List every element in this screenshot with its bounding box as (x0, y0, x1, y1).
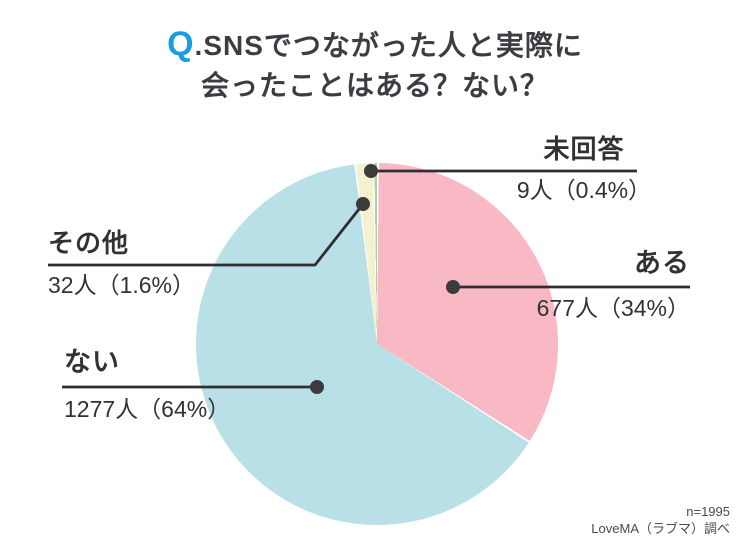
q-mark: Q (167, 25, 195, 63)
sample-size: n=1995 (686, 504, 730, 519)
callout-mikaito-label: 未回答 (543, 134, 625, 164)
callout-nai: ない 1277人（64%） (64, 345, 230, 423)
callout-nai-label: ない (64, 347, 120, 377)
callout-aru-value: 677人（34%） (536, 295, 690, 321)
chart-title: Q.SNSでつながった人と実際に 会ったことはある？ない？ (0, 24, 750, 106)
callout-sonota: その他 32人（1.6%） (48, 226, 195, 299)
callout-sonota-value: 32人（1.6%） (48, 272, 196, 298)
callout-mikaito: 未回答 9人（0.4%） (517, 132, 651, 204)
source-credit: LoveMA（ラブマ）調べ (591, 521, 730, 536)
title-line-1: Q.SNSでつながった人と実際に (0, 24, 750, 66)
callout-aru-label: ある (634, 248, 690, 278)
callout-nai-value: 1277人（64%） (64, 396, 231, 422)
pie-chart (196, 163, 558, 525)
footer: n=1995 LoveMA（ラブマ）調べ (591, 503, 730, 537)
callout-aru: ある 677人（34%） (537, 246, 690, 322)
callout-mikaito-value: 9人（0.4%） (516, 177, 652, 203)
title-line-1-text: .SNSでつながった人と実際に (194, 30, 583, 61)
callout-sonota-label: その他 (48, 228, 130, 258)
title-line-2: 会ったことはある？ない？ (200, 70, 549, 101)
